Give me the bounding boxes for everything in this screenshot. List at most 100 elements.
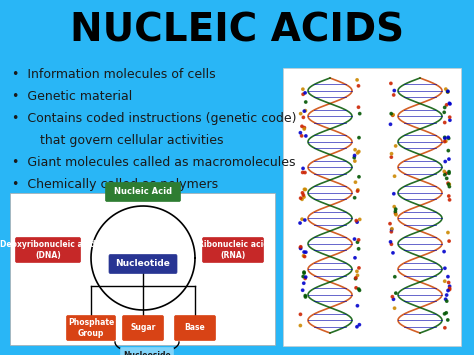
Point bbox=[301, 126, 308, 132]
Point bbox=[442, 310, 450, 316]
FancyBboxPatch shape bbox=[283, 68, 461, 346]
Point bbox=[444, 88, 452, 94]
Point bbox=[390, 191, 398, 197]
Point bbox=[446, 287, 453, 293]
Point bbox=[443, 292, 450, 298]
Text: Base: Base bbox=[185, 323, 205, 333]
Point bbox=[444, 288, 452, 293]
Point bbox=[353, 77, 361, 83]
Point bbox=[392, 211, 399, 216]
Point bbox=[300, 194, 308, 200]
Text: •  Giant molecules called as macromolecules: • Giant molecules called as macromolecul… bbox=[12, 156, 295, 169]
Point bbox=[299, 86, 307, 92]
Point bbox=[446, 100, 453, 106]
FancyBboxPatch shape bbox=[66, 316, 116, 340]
Point bbox=[445, 148, 452, 153]
Point bbox=[441, 159, 449, 164]
Point bbox=[386, 221, 394, 226]
Point bbox=[445, 136, 453, 141]
FancyBboxPatch shape bbox=[106, 182, 181, 202]
Text: Phosphate
Group: Phosphate Group bbox=[68, 318, 114, 338]
Point bbox=[354, 188, 361, 194]
Point bbox=[388, 154, 395, 160]
Point bbox=[352, 285, 360, 291]
Point bbox=[445, 181, 452, 187]
Point bbox=[441, 105, 448, 110]
Point bbox=[300, 274, 307, 279]
Point bbox=[446, 283, 454, 289]
Point bbox=[441, 266, 449, 271]
Point bbox=[302, 274, 310, 280]
Point bbox=[355, 237, 363, 243]
Point bbox=[388, 241, 395, 247]
FancyBboxPatch shape bbox=[109, 255, 177, 273]
Point bbox=[441, 172, 448, 178]
Point bbox=[351, 195, 358, 201]
Point bbox=[392, 143, 400, 149]
Point bbox=[299, 92, 307, 97]
Point bbox=[442, 296, 449, 302]
Point bbox=[389, 112, 397, 118]
Point bbox=[352, 276, 359, 282]
Point bbox=[352, 275, 360, 281]
Point bbox=[353, 219, 361, 225]
Text: Sugar: Sugar bbox=[130, 323, 155, 333]
Point bbox=[355, 83, 362, 89]
Point bbox=[296, 220, 304, 226]
Point bbox=[299, 288, 307, 293]
Point bbox=[351, 255, 359, 261]
Point bbox=[298, 216, 306, 222]
Point bbox=[391, 173, 398, 179]
Point bbox=[443, 298, 451, 304]
Point bbox=[444, 317, 452, 323]
Point bbox=[443, 102, 450, 108]
Point bbox=[297, 111, 304, 116]
Point bbox=[298, 196, 306, 202]
Point bbox=[446, 101, 454, 107]
Point bbox=[299, 190, 306, 196]
Text: that govern cellular activities: that govern cellular activities bbox=[12, 134, 224, 147]
Point bbox=[392, 290, 400, 296]
Point bbox=[444, 274, 452, 279]
Point bbox=[445, 280, 453, 285]
Text: •  Genetic material: • Genetic material bbox=[12, 90, 132, 103]
Point bbox=[355, 149, 363, 154]
Point bbox=[441, 139, 448, 144]
Point bbox=[389, 113, 396, 118]
Point bbox=[301, 254, 309, 260]
Point bbox=[445, 193, 453, 199]
Point bbox=[388, 227, 395, 233]
Point bbox=[356, 217, 364, 222]
Point bbox=[301, 270, 308, 276]
Point bbox=[297, 246, 304, 251]
Point bbox=[300, 269, 308, 275]
Text: Ribonucleic acid
(RNA): Ribonucleic acid (RNA) bbox=[198, 240, 268, 260]
Point bbox=[391, 274, 399, 280]
Point bbox=[355, 174, 363, 180]
Point bbox=[301, 187, 309, 192]
FancyBboxPatch shape bbox=[174, 316, 216, 340]
Point bbox=[445, 156, 453, 162]
Point bbox=[298, 133, 305, 139]
Point bbox=[353, 268, 361, 274]
Point bbox=[351, 236, 358, 242]
Point bbox=[351, 153, 358, 158]
Point bbox=[392, 212, 400, 218]
Point bbox=[445, 169, 453, 175]
Point bbox=[391, 305, 398, 311]
Point bbox=[297, 244, 304, 250]
Point bbox=[301, 125, 308, 131]
Point bbox=[440, 109, 448, 115]
Point bbox=[389, 250, 397, 256]
Point bbox=[387, 121, 394, 127]
Point bbox=[300, 280, 308, 286]
Point bbox=[390, 92, 398, 98]
Point bbox=[354, 303, 361, 308]
Point bbox=[355, 286, 363, 292]
Point bbox=[389, 294, 396, 300]
Point bbox=[300, 192, 307, 198]
Point bbox=[387, 81, 395, 86]
Point bbox=[387, 111, 395, 116]
Point bbox=[391, 88, 398, 93]
Point bbox=[441, 325, 449, 331]
